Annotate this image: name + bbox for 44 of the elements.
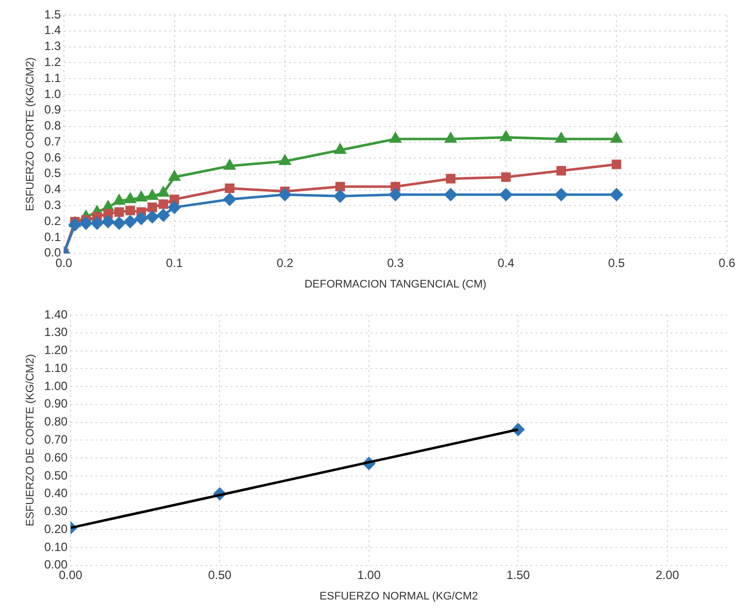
y-tick-label: 1.20 (44, 343, 68, 358)
y-tick-label: 1.5 (44, 7, 62, 22)
y-tick-label: 0.6 (44, 150, 62, 164)
y-tick-label: 0.3 (44, 198, 62, 212)
x-tick-label: 0.4 (498, 256, 515, 270)
x-tick-label: 0.5 (608, 256, 626, 270)
x-tick-label: 0.1 (166, 256, 184, 270)
y-tick-label: 1.4 (44, 23, 62, 38)
y-tick-label: 1.10 (44, 360, 68, 375)
y-tick-label: 0.40 (44, 486, 68, 500)
y-tick-label: 0.7 (44, 134, 62, 148)
x-tick-label: 0.3 (387, 256, 404, 270)
x-tick-label: 2.00 (656, 568, 680, 582)
y-tick-label: 0.50 (44, 468, 68, 482)
x-axis-title: ESFUERZO NORMAL (KG/CM2 (320, 590, 478, 602)
x-tick-label: 1.50 (506, 568, 530, 582)
y-tick-label: 0.9 (44, 102, 62, 117)
y-tick-label: 1.1 (44, 70, 62, 85)
y-tick-label: 1.0 (44, 86, 62, 101)
y-tick-label: 0.5 (44, 166, 62, 180)
x-tick-label: 0.2 (276, 256, 294, 270)
y-axis-title: ESFUERZO CORTE (KG/CM2) (24, 57, 37, 212)
y-tick-label: 0.8 (44, 118, 62, 133)
y-tick-label: 1.30 (44, 325, 68, 340)
y-tick-label: 0.1 (44, 230, 62, 244)
y-tick-label: 1.00 (44, 378, 68, 393)
y-axis-title: ESFUERZO DE CORTE (KG/CM2) (24, 354, 37, 526)
y-tick-label: 0.10 (44, 540, 68, 554)
x-axis-title: DEFORMACION TANGENCIAL (CM) (304, 278, 486, 290)
y-tick-label: 1.2 (44, 54, 62, 69)
y-tick-label: 0.2 (44, 214, 62, 228)
x-tick-label: 0.50 (208, 568, 232, 582)
y-tick-label: 0.60 (44, 450, 68, 464)
x-tick-label: 0.6 (718, 256, 736, 270)
y-tick-label: 1.40 (44, 307, 68, 322)
y-tick-label: 1.3 (44, 39, 62, 54)
y-tick-label: 0.20 (44, 522, 68, 536)
y-tick-label: 0.70 (44, 432, 68, 447)
y-tick-label: 0.90 (44, 396, 68, 411)
y-tick-label: 0.4 (44, 182, 62, 196)
y-tick-label: 0.30 (44, 504, 68, 518)
x-tick-label: 1.00 (357, 568, 381, 582)
y-tick-label: 0.80 (44, 414, 68, 429)
y-tick-label: 0.0 (44, 246, 62, 260)
